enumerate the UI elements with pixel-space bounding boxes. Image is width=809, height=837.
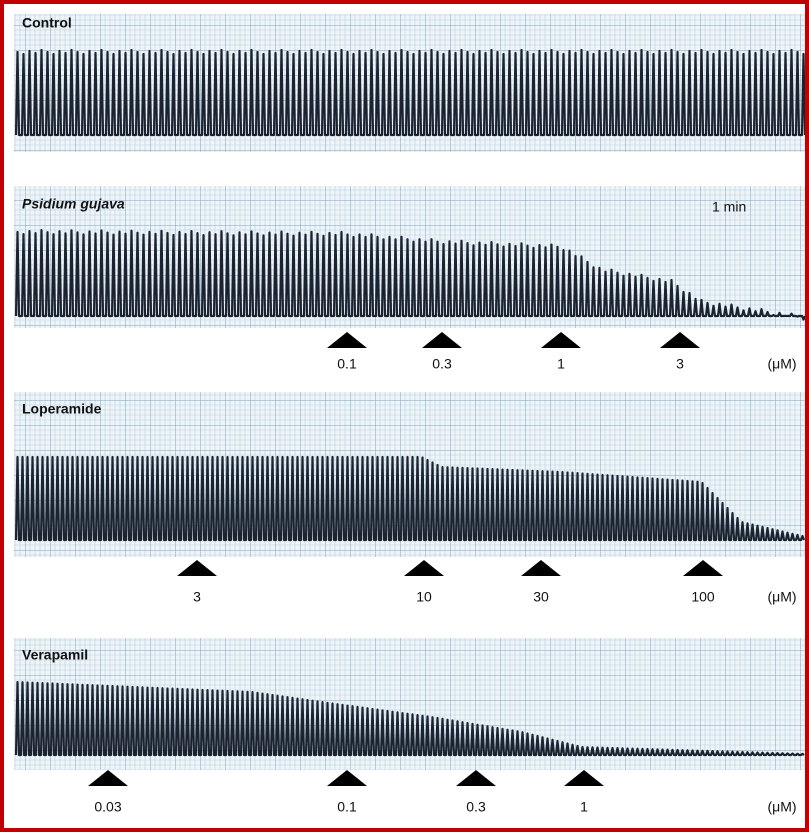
dose-arrow	[327, 332, 367, 348]
dose-arrow	[404, 560, 444, 576]
page: Control Psidium gujava 1 min Loperamide …	[0, 0, 809, 832]
panel-label: Verapamil	[22, 647, 88, 663]
dose-arrow	[541, 332, 581, 348]
dose-arrow	[177, 560, 217, 576]
dose-label: 30	[533, 589, 549, 605]
scale-bar-label: 1 min	[712, 199, 746, 215]
unit-label: (μM)	[767, 589, 796, 605]
dose-arrow	[683, 560, 723, 576]
unit-label: (μM)	[767, 799, 796, 815]
dose-label: 100	[691, 589, 715, 605]
dose-label: 0.03	[94, 799, 121, 815]
dose-label: 1	[580, 799, 588, 815]
panel-label: Psidium gujava	[22, 196, 125, 212]
figure: Control Psidium gujava 1 min Loperamide …	[0, 0, 809, 832]
unit-label: (μM)	[767, 356, 796, 372]
dose-arrow	[660, 332, 700, 348]
panel-label: Control	[22, 15, 72, 31]
dose-arrow	[521, 560, 561, 576]
dose-arrow	[422, 332, 462, 348]
dose-arrow	[327, 770, 367, 786]
dose-label: 0.1	[337, 356, 357, 372]
dose-arrow	[456, 770, 496, 786]
dose-label: 3	[676, 356, 684, 372]
dose-label: 0.1	[337, 799, 357, 815]
dose-label: 1	[557, 356, 565, 372]
dose-arrow	[88, 770, 128, 786]
panel-label: Loperamide	[22, 401, 102, 417]
dose-arrow	[564, 770, 604, 786]
dose-label: 3	[193, 589, 201, 605]
dose-label: 0.3	[432, 356, 452, 372]
dose-label: 0.3	[466, 799, 486, 815]
dose-label: 10	[416, 589, 432, 605]
